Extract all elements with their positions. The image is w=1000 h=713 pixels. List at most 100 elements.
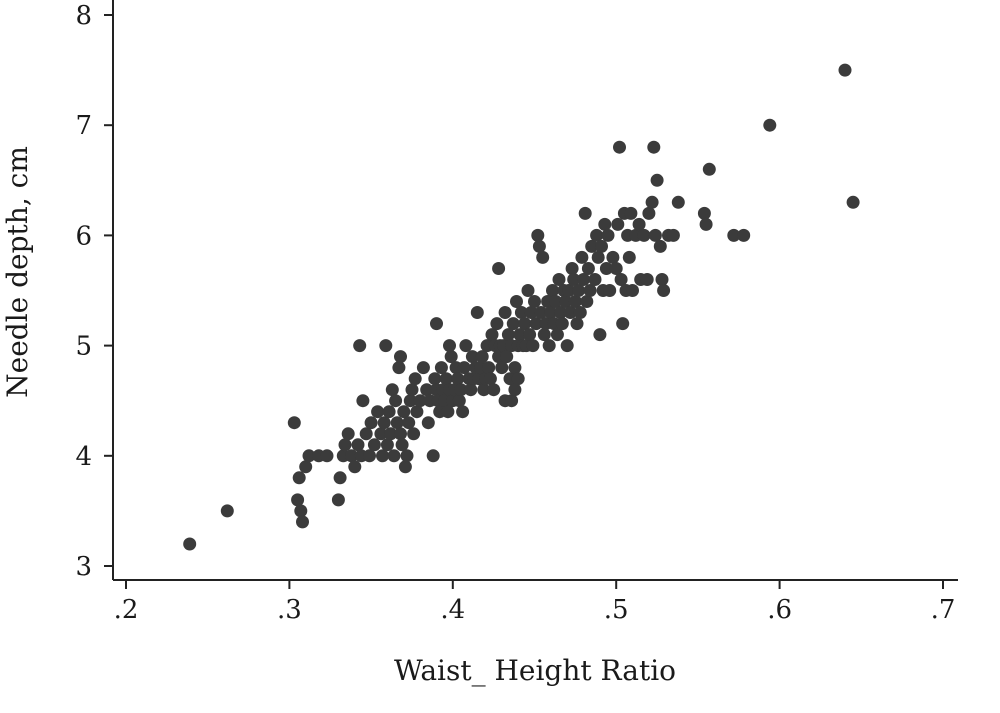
data-point	[559, 295, 572, 308]
data-point	[382, 405, 396, 419]
data-point	[647, 140, 661, 154]
x-tick-label: .3	[277, 595, 302, 625]
y-tick-label: 3	[75, 552, 92, 582]
data-point	[394, 350, 407, 364]
data-point	[348, 460, 362, 474]
x-tick-label: .7	[931, 595, 956, 625]
data-point	[341, 427, 355, 441]
data-point	[444, 350, 458, 364]
data-point	[622, 250, 636, 264]
data-point	[477, 383, 491, 397]
data-point	[376, 449, 389, 463]
data-point	[500, 350, 514, 364]
data-point	[697, 206, 711, 220]
data-point	[485, 328, 499, 342]
data-point	[457, 361, 471, 375]
data-point	[454, 383, 468, 397]
data-point	[577, 273, 590, 286]
y-ticks: 3 4 5 6 7 8	[75, 1, 113, 582]
data-point	[408, 372, 422, 386]
data-point	[498, 306, 512, 319]
x-tick-label: .2	[114, 595, 139, 625]
data-point	[763, 118, 777, 132]
data-point	[534, 306, 548, 319]
x-axis-title: Waist_ Height Ratio	[394, 654, 676, 687]
data-point	[642, 206, 656, 220]
data-point	[506, 317, 520, 331]
data-point	[616, 317, 630, 331]
data-point	[632, 217, 646, 231]
data-point	[637, 228, 651, 242]
data-point	[465, 350, 479, 364]
data-point	[292, 471, 306, 485]
data-point	[407, 427, 421, 441]
x-tick-label: .6	[767, 595, 792, 625]
data-point	[390, 416, 404, 430]
data-point	[421, 416, 435, 430]
data-point	[451, 372, 465, 386]
data-point	[353, 339, 367, 353]
data-point	[702, 162, 716, 176]
data-point	[606, 250, 620, 264]
data-point	[482, 361, 496, 375]
data-point	[666, 228, 680, 242]
data-point	[492, 262, 506, 275]
data-point	[464, 383, 478, 397]
data-point	[294, 504, 308, 518]
data-point	[521, 284, 535, 297]
data-point	[583, 284, 597, 297]
data-point	[183, 537, 197, 551]
y-tick-label: 7	[75, 111, 92, 141]
data-point	[523, 328, 537, 342]
data-point	[377, 416, 391, 430]
data-point	[374, 427, 388, 441]
data-point	[544, 306, 558, 319]
data-point	[585, 239, 599, 253]
data-point	[397, 405, 411, 419]
data-point	[220, 504, 234, 518]
data-point	[590, 228, 604, 242]
data-point	[567, 273, 581, 286]
data-point	[699, 217, 713, 231]
data-point	[727, 228, 741, 242]
data-point	[552, 273, 566, 286]
data-point	[320, 449, 334, 463]
data-point	[513, 328, 527, 342]
data-point	[363, 449, 376, 463]
data-point	[570, 317, 584, 331]
data-point	[398, 460, 412, 474]
data-point	[575, 250, 589, 264]
data-point	[405, 383, 419, 397]
data-point	[384, 427, 398, 441]
data-point	[367, 438, 381, 452]
data-point	[537, 328, 551, 342]
data-point	[508, 383, 522, 397]
data-point	[452, 394, 466, 408]
data-point	[546, 284, 559, 297]
data-point	[441, 405, 455, 419]
data-point	[331, 493, 345, 507]
data-point	[302, 449, 316, 463]
data-point	[624, 206, 638, 220]
data-point	[299, 460, 313, 474]
data-point	[581, 262, 595, 275]
data-point	[671, 195, 685, 209]
data-point	[550, 328, 564, 342]
data-point	[456, 405, 470, 419]
data-point	[563, 306, 577, 319]
data-point	[287, 416, 301, 430]
y-tick-label: 6	[75, 221, 92, 251]
data-point	[296, 515, 309, 529]
data-point	[532, 239, 546, 253]
data-point	[529, 317, 543, 331]
y-axis-title: Needle depth, cm	[1, 146, 34, 398]
data-point	[495, 361, 509, 375]
data-point	[501, 328, 515, 342]
data-point	[413, 394, 427, 408]
data-point	[555, 317, 569, 331]
data-point	[483, 372, 497, 386]
data-point	[510, 295, 523, 308]
data-point	[387, 449, 401, 463]
data-point	[609, 262, 623, 275]
